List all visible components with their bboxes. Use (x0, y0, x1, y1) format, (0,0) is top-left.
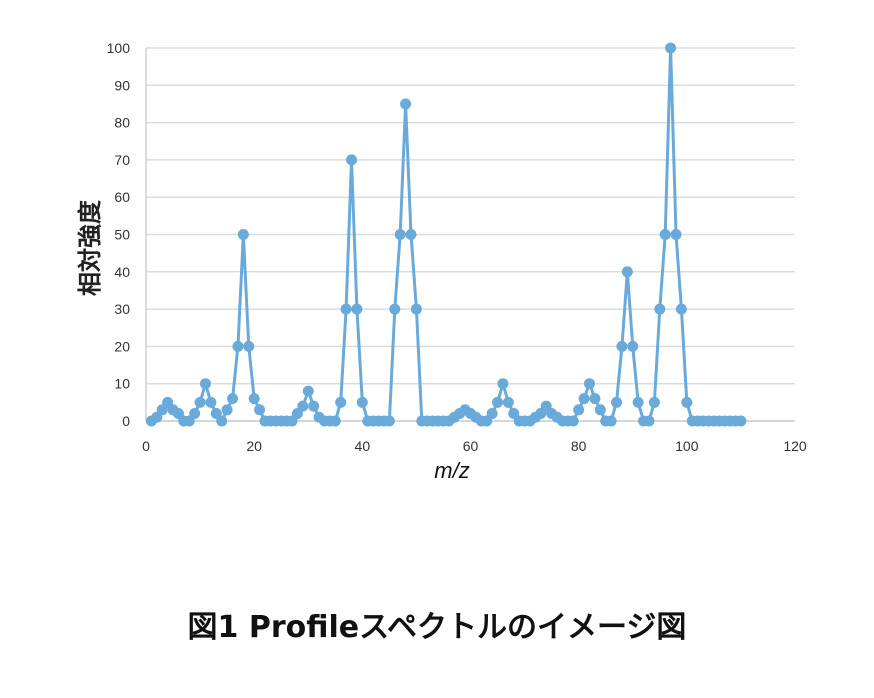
data-point (659, 229, 671, 240)
data-point (502, 396, 514, 408)
data-point (643, 415, 655, 427)
data-point (232, 340, 244, 352)
data-point (221, 404, 233, 416)
data-point (675, 303, 687, 315)
x-tick-label: 120 (783, 438, 807, 454)
data-point (302, 385, 314, 397)
data-point (194, 396, 206, 408)
data-point (248, 393, 260, 405)
data-point (243, 340, 255, 352)
data-point (573, 404, 585, 416)
y-tick-label: 100 (107, 40, 131, 56)
data-point (627, 340, 639, 352)
data-point (308, 400, 320, 412)
data-point (335, 396, 347, 408)
data-point (578, 393, 590, 405)
data-point (199, 378, 211, 390)
data-point (486, 408, 498, 420)
x-tick-labels: 0 20 40 60 80 100 120 (142, 438, 807, 454)
data-point (681, 396, 693, 408)
data-point (389, 303, 401, 315)
figure-caption: 図1 Profileスペクトルのイメージ図 (187, 610, 687, 645)
data-point (346, 154, 358, 166)
data-point (254, 404, 266, 416)
data-point (237, 229, 249, 240)
y-tick-label: 30 (114, 301, 130, 317)
x-tick-label: 20 (246, 438, 262, 454)
x-tick-label: 80 (571, 438, 587, 454)
data-point (632, 396, 644, 408)
y-tick-label: 80 (114, 115, 130, 131)
data-point (583, 378, 595, 390)
y-axis-label: 相対強度 (76, 199, 104, 296)
data-point (297, 400, 309, 412)
y-tick-label: 50 (114, 227, 130, 243)
x-tick-label: 0 (142, 438, 150, 454)
data-point (616, 340, 628, 352)
y-tick-labels: 0 10 20 30 40 50 60 70 80 90 100 (107, 40, 131, 429)
data-point (589, 393, 601, 405)
data-point (735, 415, 747, 427)
data-point (665, 42, 677, 54)
data-point (594, 404, 606, 416)
data-point (227, 393, 239, 405)
data-point (400, 98, 412, 110)
data-point (216, 415, 228, 427)
x-tick-label: 100 (675, 438, 699, 454)
data-point (383, 415, 395, 427)
data-point (205, 396, 217, 408)
data-point (654, 303, 666, 315)
data-point (340, 303, 352, 315)
x-tick-label: 60 (463, 438, 479, 454)
x-axis-label: m/z (434, 458, 469, 483)
data-point (567, 415, 579, 427)
y-tick-label: 0 (122, 413, 130, 429)
data-point (605, 415, 617, 427)
y-tick-label: 60 (114, 189, 130, 205)
y-tick-label: 70 (114, 152, 130, 168)
data-point (394, 229, 406, 240)
data-point (356, 396, 368, 408)
data-point (189, 408, 201, 420)
data-point (621, 266, 633, 278)
data-point (497, 378, 509, 390)
y-tick-label: 10 (114, 376, 130, 392)
data-point (611, 396, 623, 408)
y-tick-label: 90 (114, 77, 130, 93)
data-point (670, 229, 682, 240)
spectrum-chart: 0 10 20 30 40 50 60 70 80 90 100 0 20 40 60 80 100 120 m… (76, 40, 807, 483)
data-point (329, 415, 341, 427)
data-point (351, 303, 363, 315)
data-point (492, 396, 504, 408)
x-tick-label: 40 (355, 438, 371, 454)
data-point (648, 396, 660, 408)
data-point (410, 303, 422, 315)
y-tick-label: 40 (114, 264, 130, 280)
data-point (405, 229, 417, 240)
gridlines (146, 47, 795, 385)
series (145, 42, 747, 427)
y-tick-label: 20 (114, 338, 130, 354)
